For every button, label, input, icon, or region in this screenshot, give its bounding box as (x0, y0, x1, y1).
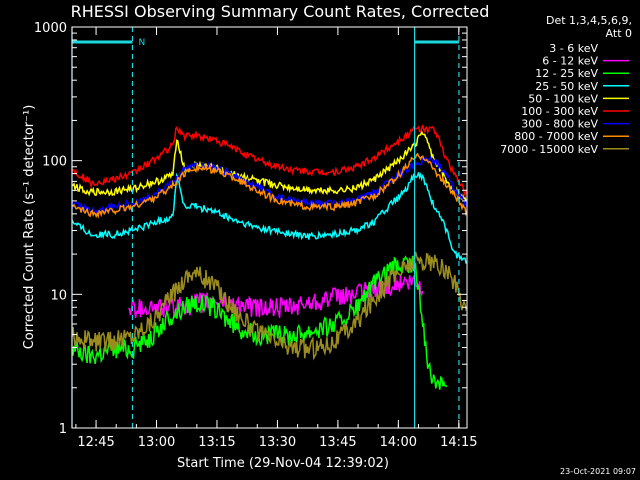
legend-label-5: 100 - 300 keV (521, 105, 598, 118)
legend-label-4: 50 - 100 keV (528, 92, 598, 105)
series-line-5 (71, 124, 468, 198)
y-tick-label-1: 10 (50, 288, 67, 303)
x-axis-ticks: 12:45 13:00 13:15 13:30 13:45 14:00 14:15 (75, 27, 478, 450)
x-tick-label-3: 13:30 (259, 435, 296, 450)
y-axis-label: Corrected Count Rate (s⁻¹ detector⁻¹) (22, 105, 37, 350)
legend-label-6: 300 - 800 keV (521, 118, 598, 131)
legend-label-7: 800 - 7000 keV (514, 130, 598, 143)
legend-label-1: 6 - 12 keV (542, 55, 598, 68)
y-axis-ticks: 1 10 100 1000 (34, 21, 467, 437)
series-line-7 (71, 152, 468, 219)
timestamp: 23-Oct-2021 09:07 (560, 467, 636, 476)
y-tick-label-2: 100 (42, 155, 67, 170)
flag-label: N (138, 38, 145, 48)
x-axis-label: Start Time (29-Nov-04 12:39:02) (177, 456, 389, 471)
x-tick-label-4: 13:45 (319, 435, 356, 450)
series-line-3 (71, 172, 468, 264)
legend-label-8: 7000 - 15000 keV (500, 143, 598, 156)
x-tick-label-1: 13:00 (138, 435, 175, 450)
chart-title: RHESSI Observing Summary Count Rates, Co… (71, 2, 490, 21)
legend-label-3: 25 - 50 keV (535, 80, 598, 93)
legend-header-line2: Att 0 (606, 27, 632, 40)
y-tick-label-3: 1000 (34, 21, 67, 36)
series-line-4 (71, 129, 468, 204)
series-line-0 (83, 58, 424, 127)
series-line-1 (128, 274, 424, 319)
y-tick-label-0: 1 (59, 422, 67, 437)
plot-frame (71, 26, 468, 429)
legend-label-2: 12 - 25 keV (535, 67, 598, 80)
legend-label-0: 3 - 6 keV (549, 42, 598, 55)
x-tick-label-0: 12:45 (77, 435, 114, 450)
series-line-8 (71, 251, 468, 361)
x-tick-label-2: 13:15 (198, 435, 235, 450)
plot-area: N (71, 26, 468, 429)
x-tick-label-5: 14:00 (380, 435, 417, 450)
legend-header-line1: Det 1,3,4,5,6,9, (546, 14, 632, 27)
series-line-2 (71, 255, 448, 390)
x-tick-label-6: 14:15 (440, 435, 477, 450)
